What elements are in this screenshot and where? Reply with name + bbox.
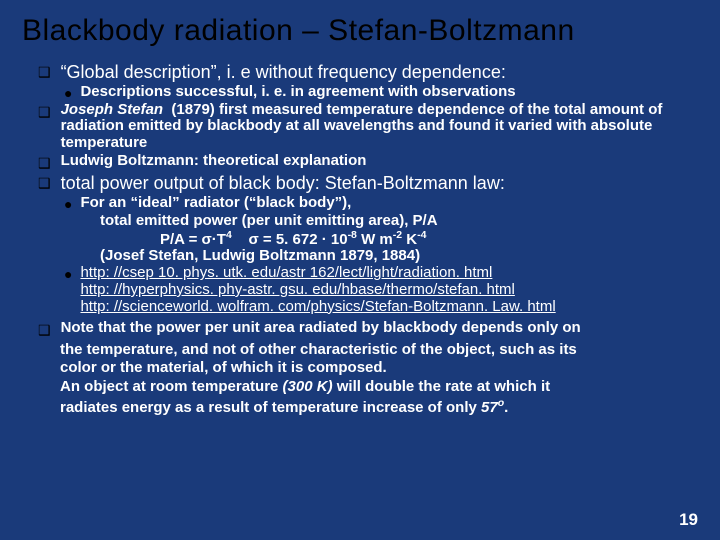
text-formula: P/A = σ·T4 σ = 5. 672 · 10-8 W m-2 K-4 xyxy=(160,230,690,249)
square-bullet-icon: ❑ xyxy=(38,322,51,339)
text-descriptions-successful: Descriptions successful, i. e. in agreem… xyxy=(80,84,515,101)
bullet-links: ● http: //csep 10. phys. utk. edu/astr 1… xyxy=(64,265,690,315)
text-note-4: An object at room temperature (300 K) wi… xyxy=(60,378,690,397)
square-bullet-icon: ❑ xyxy=(38,175,51,192)
link-wolfram[interactable]: http: //scienceworld. wolfram. com/physi… xyxy=(80,299,555,316)
bullet-global-description: ❑ “Global description”, i. e without fre… xyxy=(38,62,690,83)
text-note-5: radiates energy as a result of temperatu… xyxy=(60,397,690,418)
square-bullet-icon: ❑ xyxy=(38,104,51,121)
text-emitted-power: total emitted power (per unit emitting a… xyxy=(100,213,690,230)
square-bullet-icon: ❑ xyxy=(38,64,51,81)
text-note-1: Note that the power per unit area radiat… xyxy=(61,320,581,337)
text-note-2: the temperature, and not of other charac… xyxy=(60,341,690,360)
bullet-descriptions-successful: ● Descriptions successful, i. e. in agre… xyxy=(64,84,690,101)
text-boltzmann: Ludwig Boltzmann: theoretical explanatio… xyxy=(61,153,367,170)
dot-bullet-icon: ● xyxy=(64,196,72,212)
bullet-ideal-radiator: ● For an “ideal” radiator (“black body”)… xyxy=(64,195,690,212)
text-ideal-radiator: For an “ideal” radiator (“black body”), xyxy=(80,195,351,212)
text-total-power: total power output of black body: Stefan… xyxy=(61,173,505,194)
link-csep[interactable]: http: //csep 10. phys. utk. edu/astr 162… xyxy=(80,265,555,282)
text-joseph-stefan: Joseph Stefan (1879) first measured temp… xyxy=(61,102,690,152)
text-note-3: color or the material, of which it is co… xyxy=(60,359,690,378)
text-global-description: “Global description”, i. e without frequ… xyxy=(61,62,506,83)
note-block: the temperature, and not of other charac… xyxy=(60,341,690,418)
bullet-note: ❑ Note that the power per unit area radi… xyxy=(38,320,690,339)
link-hyperphysics[interactable]: http: //hyperphysics. phy-astr. gsu. edu… xyxy=(80,282,555,299)
square-bullet-icon: ❑ xyxy=(38,155,51,172)
dot-bullet-icon: ● xyxy=(64,85,72,101)
bullet-joseph-stefan: ❑ Joseph Stefan (1879) first measured te… xyxy=(38,102,690,152)
bullet-total-power: ❑ total power output of black body: Stef… xyxy=(38,173,690,194)
bullet-boltzmann: ❑ Ludwig Boltzmann: theoretical explanat… xyxy=(38,153,690,172)
slide-number: 19 xyxy=(679,510,698,530)
slide-content: ❑ “Global description”, i. e without fre… xyxy=(0,54,720,418)
text-attribution: (Josef Stefan, Ludwig Boltzmann 1879, 18… xyxy=(100,248,690,265)
dot-bullet-icon: ● xyxy=(64,266,72,282)
slide-title: Blackbody radiation – Stefan-Boltzmann xyxy=(0,0,720,54)
